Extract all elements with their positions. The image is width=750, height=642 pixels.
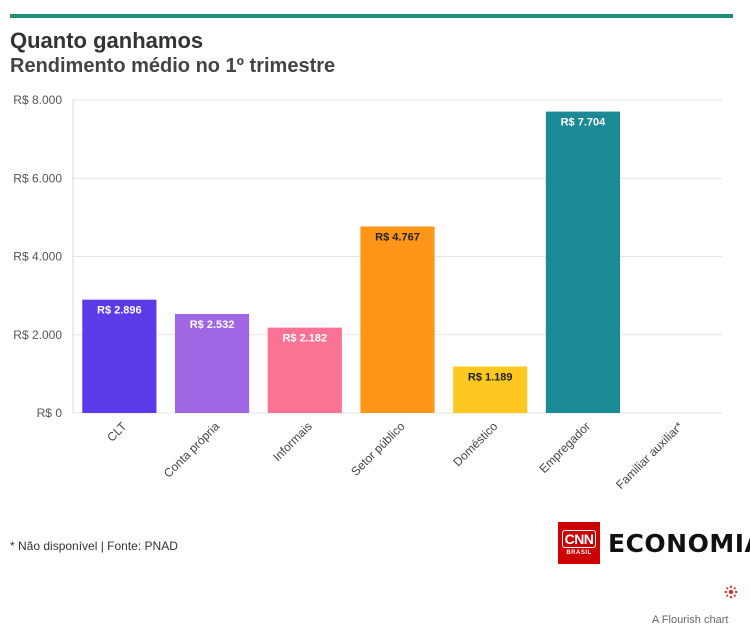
x-category-label: Empregador — [536, 419, 593, 476]
label-layer: R$ 2.896 R$ 2.532 R$ 2.182 R$ 4.767 R$ 1.189… — [97, 117, 606, 384]
x-category-label: CLT — [104, 419, 130, 445]
bar-value-label: R$ 4.767 — [375, 231, 420, 243]
bar-0[interactable] — [82, 299, 157, 413]
chart-subtitle: Rendimento médio no 1º trimestre — [10, 55, 336, 77]
cnn-brasil-logo: CNN BRASIL — [558, 522, 600, 564]
cnn-economia-logo: CNN BRASIL ECONOMIA — [558, 522, 750, 564]
bar-3[interactable] — [360, 226, 435, 413]
bar-5[interactable] — [545, 111, 621, 414]
x-category-label: Setor público — [348, 419, 408, 479]
bar-2[interactable] — [267, 327, 342, 413]
y-tick-label: R$ 6.000 — [13, 171, 62, 185]
source-note: * Não disponível | Fonte: PNAD — [10, 539, 178, 553]
bar-value-label: R$ 2.896 — [97, 305, 142, 317]
bar-value-label: R$ 2.182 — [282, 333, 327, 345]
x-category-label: Doméstico — [450, 419, 500, 469]
y-tick-label: R$ 8.000 — [13, 93, 62, 107]
flourish-credit-link[interactable]: A Flourish chart — [652, 614, 729, 626]
economia-wordmark: ECONOMIA — [608, 528, 750, 558]
bar-value-label: R$ 7.704 — [561, 117, 607, 129]
flourish-icon[interactable] — [724, 585, 738, 599]
bar-chart: R$ 2.896 R$ 2.532 R$ 2.182 R$ 4.767 R$ 1.189… — [13, 93, 722, 492]
x-category-label: Conta própria — [161, 419, 223, 481]
y-tick-label: R$ 4.000 — [13, 250, 62, 264]
bar-layer — [82, 111, 621, 414]
bar-value-label: R$ 1.189 — [468, 371, 513, 383]
chart-title: Quanto ganhamos — [10, 28, 204, 53]
x-category-label: Familiar auxiliar* — [613, 419, 686, 492]
y-tick-label: R$ 2.000 — [13, 328, 62, 342]
y-tick-label: R$ 0 — [37, 406, 63, 420]
x-category-label: Informais — [270, 419, 315, 464]
bar-4[interactable] — [453, 366, 528, 413]
top-accent-bar — [10, 14, 733, 18]
bar-1[interactable] — [174, 313, 250, 413]
bar-value-label: R$ 2.532 — [190, 319, 235, 331]
